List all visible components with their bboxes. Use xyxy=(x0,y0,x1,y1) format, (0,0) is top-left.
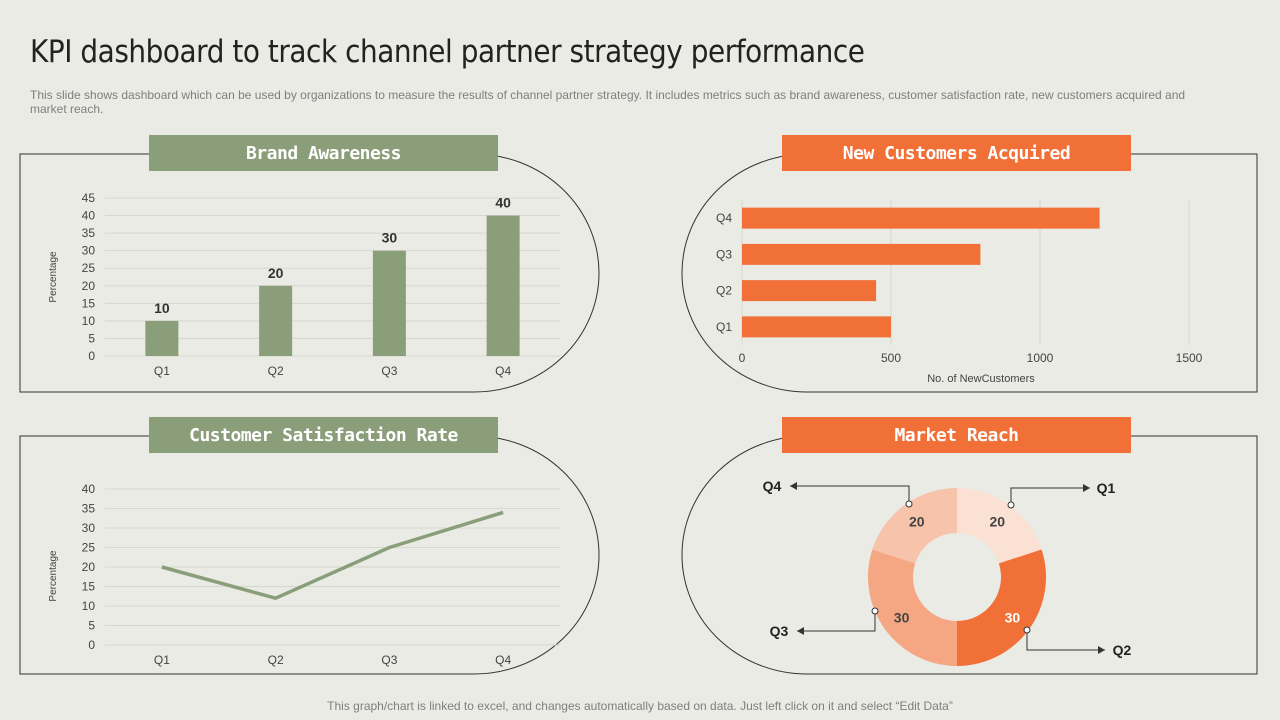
bar xyxy=(742,316,891,338)
y-tick-label: 35 xyxy=(82,226,96,240)
header-new-customers: New Customers Acquired xyxy=(782,135,1131,171)
leader-arrow xyxy=(797,627,804,635)
chart-brand-awareness: 0 5 10 15 20 25 30 35 40 45 10 Q1 20 Q2 30 Q3 40 Q4 Percen… xyxy=(48,191,560,378)
x-tick-label: 0 xyxy=(739,351,746,365)
series-line xyxy=(161,510,504,600)
bar xyxy=(486,215,520,356)
chart-new-customers: 0 500 1000 1500 Q1 Q2 Q3 Q4 No. of NewCustomers xyxy=(716,200,1203,385)
y-tick-label: 0 xyxy=(88,638,95,652)
header-market-reach: Market Reach xyxy=(782,417,1131,453)
header-brand-awareness: Brand Awareness xyxy=(149,135,498,171)
y-tick-label: 5 xyxy=(88,619,95,633)
frame-brand-awareness xyxy=(19,153,600,393)
y-tick-label: 20 xyxy=(82,279,96,293)
y-tick-label: 5 xyxy=(88,331,95,345)
y-tick-label: Q1 xyxy=(716,320,732,334)
y-tick-label: 40 xyxy=(82,209,96,223)
y-tick-label: 30 xyxy=(82,244,96,258)
x-tick-label: Q3 xyxy=(381,653,397,667)
donut-slice xyxy=(872,488,957,564)
leader-arrow xyxy=(1083,484,1090,492)
callout-label: Q3 xyxy=(770,623,789,639)
leader-dot xyxy=(871,607,879,615)
x-tick-label: 500 xyxy=(881,351,901,365)
y-tick-label: Q2 xyxy=(716,284,732,298)
y-tick-label: Q3 xyxy=(716,247,732,261)
y-tick-label: 45 xyxy=(82,191,96,205)
y-tick-label: 25 xyxy=(82,261,96,275)
frame-new-customers xyxy=(681,153,1258,393)
data-label: 10 xyxy=(154,300,170,316)
x-tick-label: Q4 xyxy=(495,364,511,378)
frame-satisfaction xyxy=(19,435,600,675)
data-label: 30 xyxy=(382,230,398,246)
header-satisfaction: Customer Satisfaction Rate xyxy=(149,417,498,453)
leader-line xyxy=(1010,487,1090,505)
bar xyxy=(742,207,1100,229)
page-title: KPI dashboard to track channel partner s… xyxy=(30,34,865,70)
data-label: 40 xyxy=(495,195,511,211)
x-tick-label: Q1 xyxy=(154,653,170,667)
x-tick-label: 1000 xyxy=(1027,351,1054,365)
data-label: 30 xyxy=(1005,609,1021,625)
leader-arrow xyxy=(1098,646,1105,654)
data-label: 20 xyxy=(989,514,1005,530)
x-tick-label: 1500 xyxy=(1176,351,1203,365)
x-tick-label: Q3 xyxy=(381,364,397,378)
bar xyxy=(145,320,179,356)
data-label: 30 xyxy=(894,609,910,625)
leader-line xyxy=(790,485,910,504)
y-axis-label: Percentage xyxy=(48,251,59,303)
leader-dot xyxy=(1007,501,1015,509)
callout-label: Q1 xyxy=(1097,480,1116,496)
data-label: 20 xyxy=(909,514,925,530)
data-label: 20 xyxy=(268,265,284,281)
y-tick-label: 0 xyxy=(88,349,95,363)
footer-note: This graph/chart is linked to excel, and… xyxy=(327,699,953,713)
leader-dot xyxy=(1023,626,1031,634)
donut-slice xyxy=(868,549,957,666)
chart-customer-satisfaction: 0 5 10 15 20 25 30 35 40 Q1 Q2 Q3 Q4 Percentage xyxy=(48,482,560,667)
x-tick-label: Q1 xyxy=(154,364,170,378)
x-tick-label: Q2 xyxy=(268,653,284,667)
y-axis-label: Percentage xyxy=(48,550,59,602)
y-tick-label: Q4 xyxy=(716,211,732,225)
bar xyxy=(742,243,981,265)
bar xyxy=(372,250,406,356)
page-subtitle: This slide shows dashboard which can be … xyxy=(30,88,1186,116)
leader-dot xyxy=(905,500,913,508)
x-axis-label: No. of NewCustomers xyxy=(927,373,1035,385)
donut-slice xyxy=(957,549,1046,666)
leader-line xyxy=(1026,630,1105,651)
bar xyxy=(742,280,877,302)
leader-line xyxy=(797,611,876,632)
y-tick-label: 10 xyxy=(82,599,96,613)
bar xyxy=(259,285,293,356)
donut-slice xyxy=(957,488,1042,564)
y-tick-label: 15 xyxy=(82,580,96,594)
y-tick-label: 20 xyxy=(82,560,96,574)
leader-arrow xyxy=(790,482,797,490)
x-tick-label: Q2 xyxy=(268,364,284,378)
y-tick-label: 40 xyxy=(82,482,96,496)
chart-market-reach: 20 Q1 30 Q2 30 Q3 20 Q4 xyxy=(763,478,1132,666)
y-tick-label: 25 xyxy=(82,541,96,555)
frame-market-reach xyxy=(681,435,1258,675)
callout-label: Q2 xyxy=(1113,642,1132,658)
y-tick-label: 15 xyxy=(82,296,96,310)
y-tick-label: 35 xyxy=(82,502,96,516)
callout-label: Q4 xyxy=(763,478,782,494)
x-tick-label: Q4 xyxy=(495,653,511,667)
y-tick-label: 30 xyxy=(82,521,96,535)
y-tick-label: 10 xyxy=(82,314,96,328)
